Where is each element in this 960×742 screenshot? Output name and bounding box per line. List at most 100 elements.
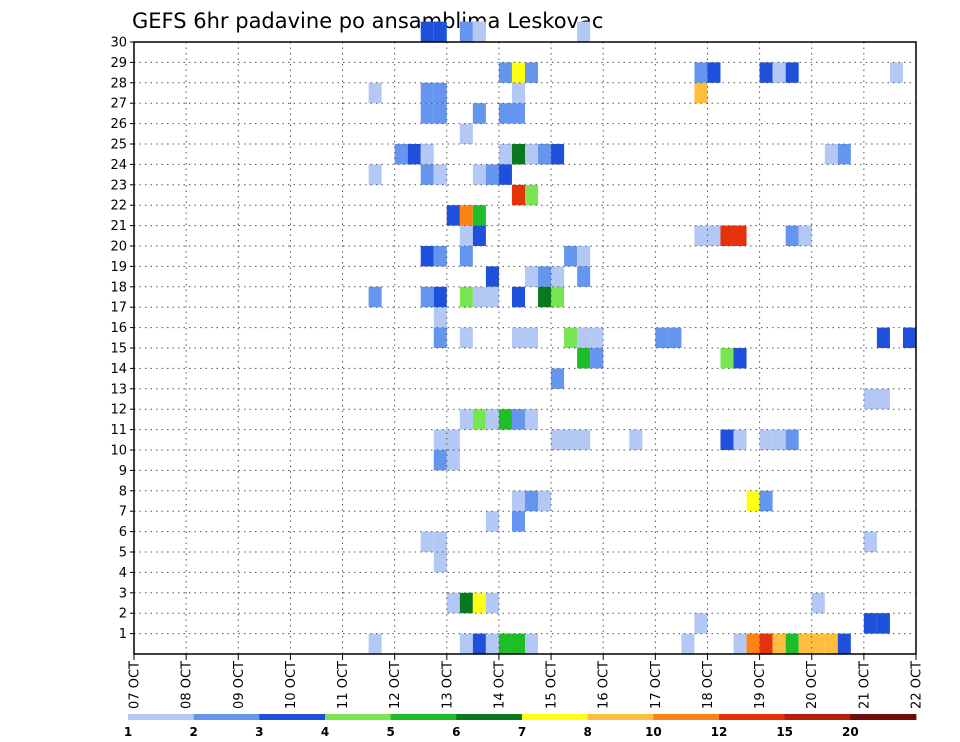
y-tick-label: 23 <box>110 178 127 193</box>
heat-cell <box>876 327 890 348</box>
heat-cell <box>433 552 447 573</box>
heat-cell <box>564 327 578 348</box>
heat-cell <box>837 633 851 654</box>
heat-cell <box>485 633 499 654</box>
heat-cell <box>811 633 825 654</box>
heat-cell <box>459 633 473 654</box>
heat-cell <box>798 225 812 246</box>
heat-cell <box>368 286 382 308</box>
heat-cell <box>511 490 525 512</box>
heat-cell <box>498 164 512 185</box>
heat-cell <box>433 429 447 450</box>
heat-cell <box>433 21 447 42</box>
heat-cell <box>824 633 838 654</box>
heat-cell <box>785 225 799 246</box>
y-tick-label: 21 <box>110 219 127 234</box>
heat-cell <box>681 633 695 654</box>
y-tick-label: 1 <box>119 627 127 642</box>
heat-cell <box>720 348 734 369</box>
heat-cell <box>511 103 525 124</box>
x-tick-label: 16 OCT <box>597 661 612 709</box>
heat-cell <box>485 286 499 308</box>
legend-label: 6 <box>452 725 460 739</box>
legend-swatch <box>653 714 720 720</box>
x-tick-label: 11 OCT <box>336 661 351 709</box>
heat-cell <box>525 184 539 206</box>
y-tick-label: 8 <box>119 484 127 499</box>
heat-cell <box>538 490 552 512</box>
heat-cell <box>433 450 447 471</box>
x-tick-label: 14 OCT <box>492 661 507 709</box>
heat-cell <box>876 388 890 410</box>
heat-cell <box>459 21 473 42</box>
heat-cell <box>772 429 786 450</box>
heat-cell <box>785 633 799 654</box>
heat-cell <box>433 164 447 185</box>
heat-cell <box>407 144 421 165</box>
heat-cell <box>538 144 552 165</box>
heat-cell <box>459 123 473 144</box>
heat-cell <box>459 286 473 308</box>
y-tick-label: 12 <box>110 403 127 418</box>
heat-cell <box>551 266 565 287</box>
cells-layer <box>368 21 916 654</box>
y-tick-label: 4 <box>119 566 127 581</box>
heat-cell <box>538 286 552 308</box>
heat-cell <box>863 613 877 634</box>
heat-cell <box>420 21 434 42</box>
heat-cell <box>511 184 525 206</box>
legend-label: 5 <box>386 725 394 739</box>
heat-cell <box>511 82 525 104</box>
heat-cell <box>446 205 460 226</box>
heat-cell <box>590 327 604 348</box>
legend-label: 20 <box>842 725 859 739</box>
y-tick-label: 13 <box>110 382 127 397</box>
heat-cell <box>577 266 591 287</box>
y-tick-label: 18 <box>110 280 127 295</box>
y-tick-label: 14 <box>110 362 127 377</box>
y-tick-label: 7 <box>119 505 127 520</box>
heat-cell <box>759 429 773 450</box>
heat-cell <box>525 266 539 287</box>
heat-cell <box>629 429 643 450</box>
legend-swatch <box>587 714 654 720</box>
y-tick-label: 24 <box>110 158 127 173</box>
heat-cell <box>798 633 812 654</box>
grid-layer <box>134 42 916 654</box>
y-tick-label: 10 <box>110 444 127 459</box>
y-tick-label: 2 <box>119 607 127 622</box>
heat-cell <box>472 633 486 654</box>
heat-cell <box>511 144 525 165</box>
heat-cell <box>459 225 473 246</box>
heat-cell <box>433 103 447 124</box>
heat-cell <box>485 409 499 430</box>
heat-cell <box>733 225 747 246</box>
heat-cell <box>551 368 565 389</box>
legend-swatch <box>456 714 523 720</box>
legend-swatch <box>719 714 786 720</box>
legend-swatch <box>784 714 851 720</box>
heat-cell <box>433 82 447 104</box>
legend-swatch <box>128 714 195 720</box>
chart-title: GEFS 6hr padavine po ansamblima Leskovac <box>132 9 603 33</box>
heat-cell <box>420 164 434 185</box>
heat-cell <box>368 633 382 654</box>
y-axis: 1234567891011121314151617181920212223242… <box>110 36 134 642</box>
heat-cell <box>577 348 591 369</box>
heat-cell <box>433 307 447 328</box>
heat-cell <box>433 531 447 552</box>
x-tick-label: 18 OCT <box>701 661 716 709</box>
x-tick-label: 20 OCT <box>805 661 820 709</box>
legend-swatch <box>522 714 589 720</box>
x-tick-label: 19 OCT <box>753 661 768 709</box>
heat-cell <box>564 429 578 450</box>
legend-swatch <box>390 714 457 720</box>
heat-cell <box>668 327 682 348</box>
x-tick-label: 07 OCT <box>128 661 143 709</box>
heat-cell <box>511 62 525 83</box>
heat-cell <box>525 144 539 165</box>
heat-cell <box>459 327 473 348</box>
heat-cell <box>433 327 447 348</box>
legend-label: 2 <box>189 725 197 739</box>
heat-cell <box>472 164 486 185</box>
